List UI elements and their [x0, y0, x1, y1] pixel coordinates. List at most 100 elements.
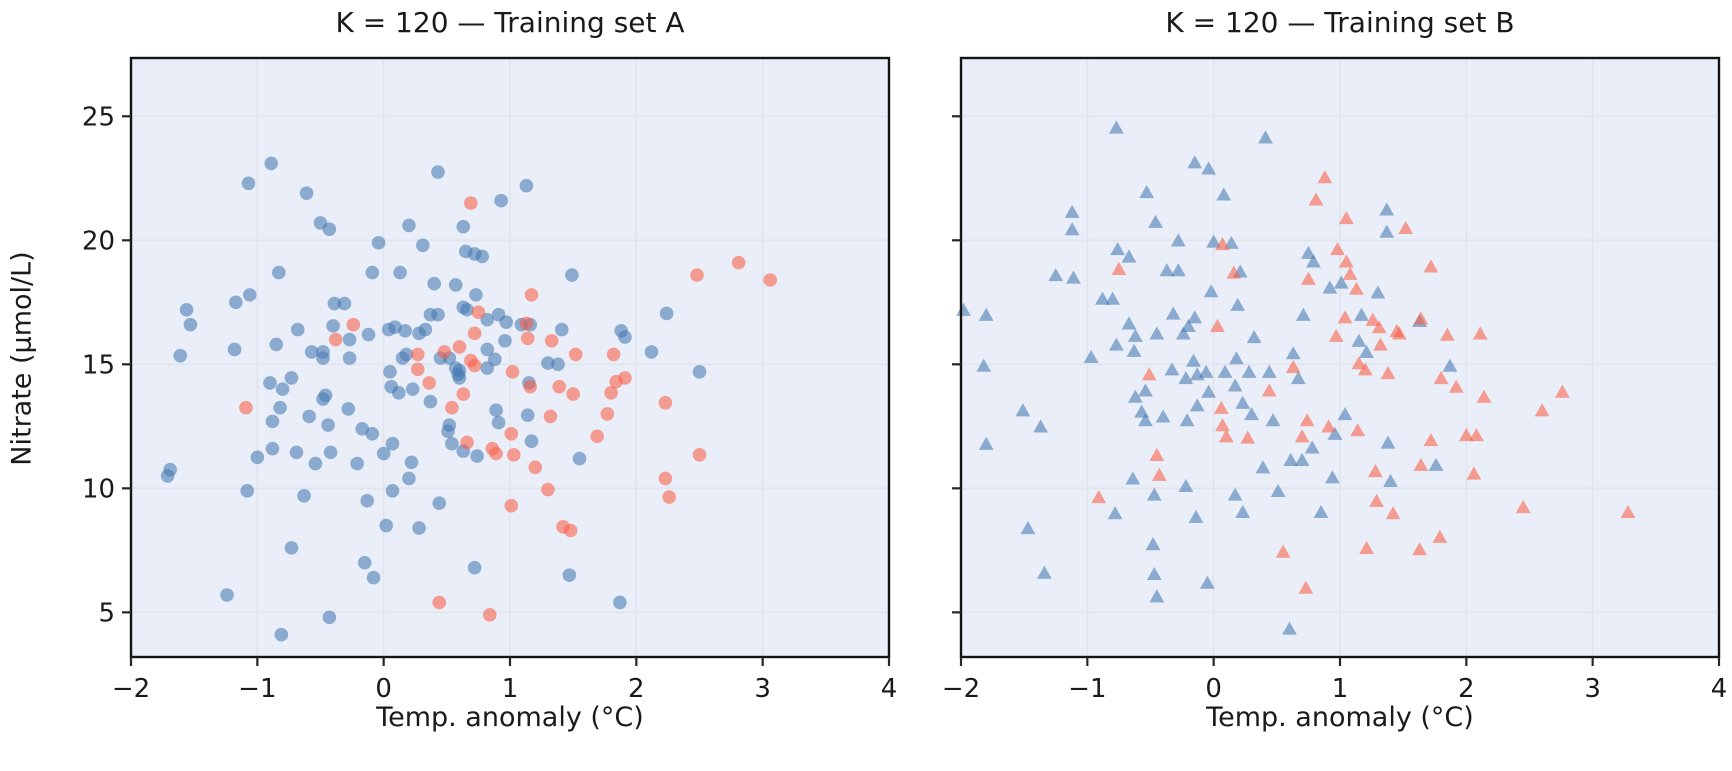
data-point-cluster-blue [491, 415, 506, 430]
panel-b-title: K = 120 — Training set B [1165, 6, 1515, 39]
data-point-cluster-red [1149, 447, 1165, 461]
data-point-cluster-red [471, 305, 486, 320]
data-point-cluster-blue [322, 222, 337, 236]
data-point-cluster-blue [337, 296, 352, 311]
data-point-cluster-red [410, 347, 425, 362]
data-point-cluster-blue [229, 295, 243, 310]
data-point-cluster-red [456, 387, 471, 401]
data-point-cluster-blue [1235, 395, 1251, 409]
data-point-cluster-blue [1229, 351, 1244, 365]
data-point-cluster-blue [355, 422, 369, 436]
data-point-cluster-blue [1138, 413, 1153, 427]
data-point-cluster-blue [371, 235, 386, 250]
data-point-cluster-blue [1149, 589, 1165, 603]
data-point-cluster-red [437, 345, 452, 359]
data-point-cluster-blue [1230, 297, 1246, 311]
data-point-cluster-blue [572, 451, 587, 466]
data-point-cluster-blue [1064, 222, 1080, 236]
data-point-cluster-red [1213, 400, 1229, 414]
data-point-cluster-red [1433, 371, 1449, 385]
panel-b-x-axis-label: Temp. anomaly (°C) [1206, 702, 1474, 733]
data-point-cluster-blue [1270, 483, 1286, 497]
data-point-cluster-blue [554, 322, 569, 337]
data-point-cluster-red [541, 482, 555, 497]
data-point-cluster-blue [1149, 326, 1165, 340]
data-point-cluster-red [658, 471, 673, 486]
data-point-cluster-red [1301, 271, 1316, 285]
data-point-cluster-blue [460, 302, 474, 317]
data-point-cluster-red [1412, 542, 1427, 556]
data-point-cluster-blue [494, 193, 508, 208]
data-point-cluster-blue [290, 322, 305, 337]
data-point-cluster-red [1299, 413, 1315, 427]
data-point-cluster-blue [1285, 346, 1301, 360]
data-point-cluster-blue [1351, 333, 1367, 347]
y-tick-label: 5 [98, 598, 115, 628]
data-point-cluster-red [1275, 544, 1291, 558]
data-point-cluster-blue [1159, 263, 1175, 277]
data-point-cluster-blue [1189, 398, 1205, 412]
data-point-cluster-blue [385, 484, 400, 498]
data-point-cluster-blue [541, 356, 555, 370]
data-point-cluster-red [520, 331, 535, 346]
data-point-cluster-blue [976, 358, 992, 372]
data-point-cluster-red [1328, 328, 1344, 342]
data-point-cluster-red [1226, 265, 1242, 279]
data-point-cluster-blue [445, 436, 459, 451]
data-point-cluster-blue [1108, 337, 1124, 351]
data-point-cluster-blue [1146, 566, 1162, 581]
data-point-cluster-blue [1145, 537, 1161, 551]
data-point-cluster-red [1391, 326, 1407, 340]
data-point-cluster-blue [475, 249, 490, 264]
data-point-cluster-blue [263, 376, 277, 390]
data-point-cluster-red [1620, 504, 1636, 519]
data-point-cluster-red [690, 268, 704, 282]
data-point-cluster-blue [1304, 440, 1320, 454]
data-point-cluster-red [1534, 403, 1550, 417]
data-point-cluster-blue [456, 219, 471, 234]
data-point-cluster-blue [1170, 263, 1186, 277]
data-point-cluster-red [1448, 379, 1464, 393]
data-point-cluster-blue [365, 265, 380, 280]
data-point-cluster-blue [412, 326, 426, 341]
data-point-cluster-blue [1127, 389, 1143, 403]
data-point-cluster-blue [452, 371, 467, 385]
data-point-cluster-red [1240, 430, 1256, 444]
data-point-cluster-red [1308, 192, 1324, 206]
data-point-cluster-blue [1126, 343, 1142, 357]
data-point-cluster-red [505, 364, 520, 379]
data-point-cluster-blue [1301, 245, 1316, 259]
data-point-cluster-red [590, 429, 604, 444]
data-point-cluster-blue [240, 484, 255, 498]
x-tick-label: 2 [628, 674, 645, 704]
data-point-cluster-blue [1235, 504, 1251, 519]
y-tick-label: 10 [82, 474, 115, 504]
data-point-cluster-blue [1306, 254, 1321, 268]
data-point-cluster-red [1371, 320, 1387, 334]
data-point-cluster-red [1349, 281, 1364, 295]
data-point-cluster-blue [520, 408, 535, 422]
data-point-cluster-blue [659, 306, 674, 321]
x-tick-label: 3 [754, 674, 771, 704]
data-point-cluster-red [1342, 266, 1358, 280]
data-point-cluster-blue [399, 347, 414, 362]
data-point-cluster-red [445, 400, 459, 415]
data-point-cluster-red [1373, 337, 1388, 351]
data-point-cluster-red [1413, 457, 1429, 471]
data-point-cluster-blue [1223, 235, 1239, 249]
data-point-cluster-blue [1036, 565, 1052, 579]
data-point-cluster-red [1515, 499, 1531, 514]
data-point-cluster-blue [308, 456, 323, 471]
data-point-cluster-blue [1187, 155, 1203, 169]
data-point-cluster-red [524, 288, 539, 302]
data-point-cluster-blue [1201, 384, 1217, 398]
x-tick-label: 0 [1205, 674, 1222, 704]
data-point-cluster-blue [304, 345, 319, 359]
data-point-cluster-blue [342, 351, 357, 365]
data-point-cluster-red [1285, 359, 1301, 373]
data-point-cluster-blue [1179, 413, 1195, 427]
data-point-cluster-red [506, 448, 521, 462]
data-point-cluster-blue [1165, 306, 1181, 320]
data-point-cluster-blue [1188, 509, 1204, 524]
data-point-cluster-red [1423, 433, 1439, 447]
